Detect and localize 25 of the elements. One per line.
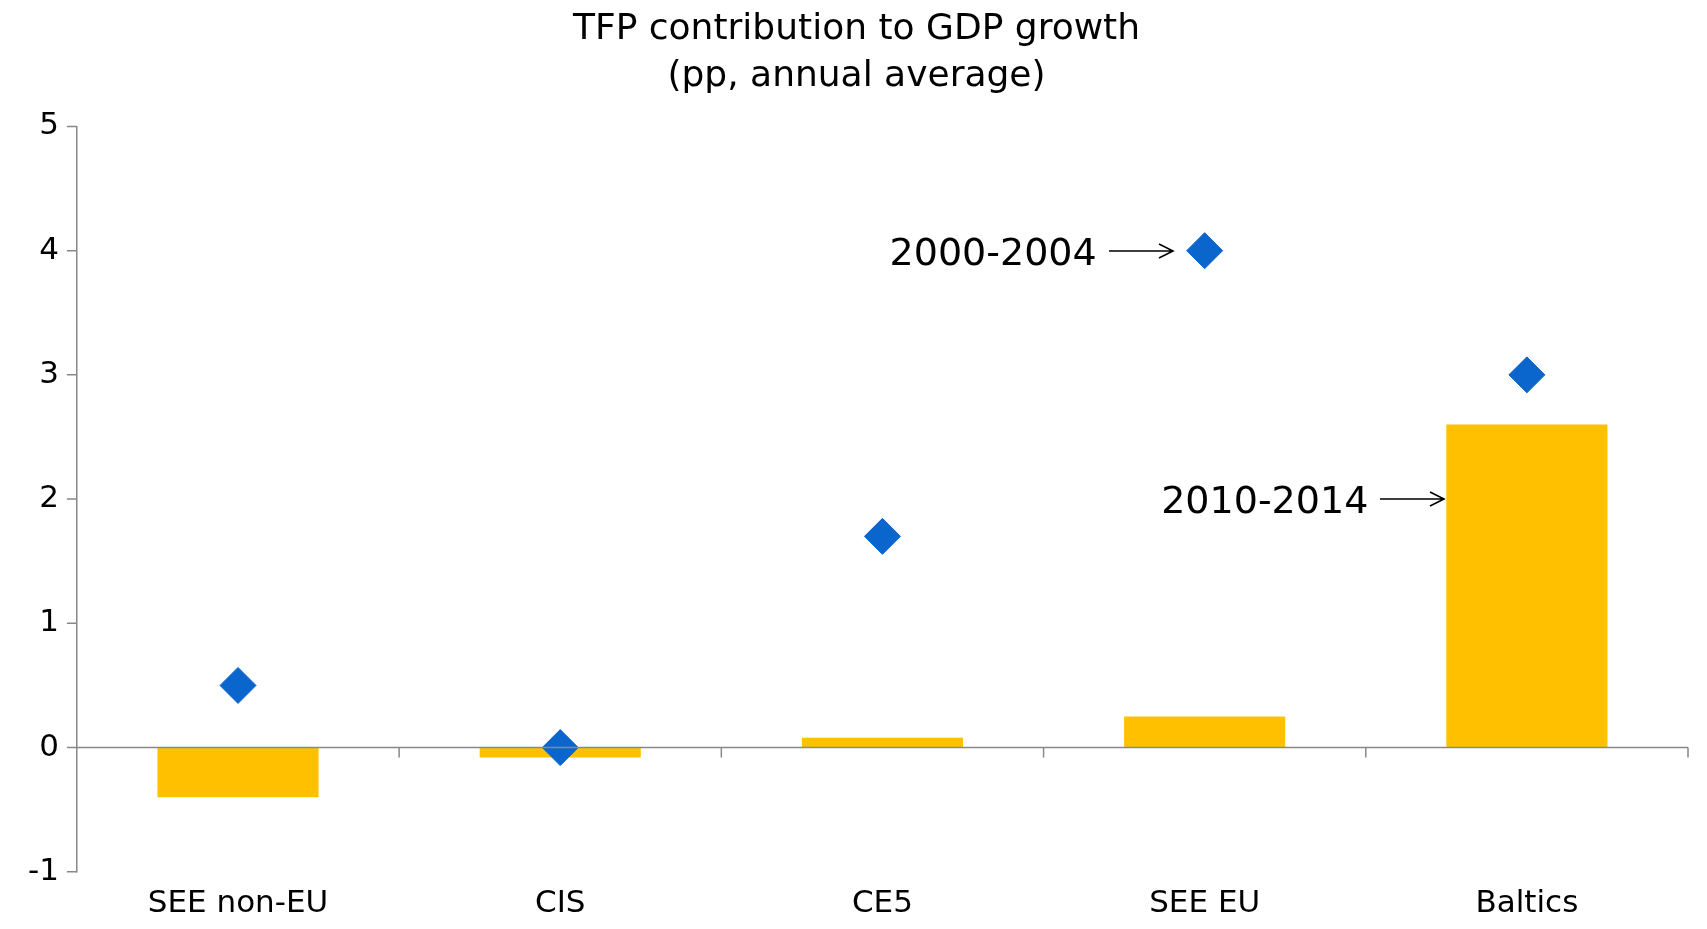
bar — [157, 747, 319, 798]
point — [863, 517, 901, 555]
text: 2010-2014 — [1161, 477, 1369, 522]
y-tick-label: 3 — [39, 353, 59, 390]
point — [541, 729, 579, 767]
bar — [1446, 424, 1608, 748]
bar — [1124, 716, 1286, 748]
y-tick-label: -1 — [27, 850, 59, 887]
y-tick-label: 5 — [39, 105, 59, 142]
chart-title: TFP contribution to GDP growth — [571, 5, 1141, 47]
x-tick-label: SEE non-EU — [147, 883, 329, 920]
point — [1508, 356, 1546, 394]
x-tick-label: Baltics — [1475, 883, 1579, 920]
x-tick-label: SEE EU — [1149, 883, 1261, 920]
y-tick-label: 4 — [39, 229, 59, 266]
y-tick-label: 0 — [39, 726, 59, 763]
text: 2000-2004 — [889, 229, 1097, 274]
y-tick-label: 1 — [39, 602, 59, 639]
chart-subtitle: (pp, annual average) — [667, 53, 1046, 95]
point — [1186, 232, 1224, 270]
y-tick-label: 2 — [39, 478, 59, 515]
x-tick-label: CE5 — [851, 883, 913, 920]
bar — [801, 737, 964, 748]
point — [219, 666, 257, 704]
x-tick-label: CIS — [535, 883, 586, 920]
